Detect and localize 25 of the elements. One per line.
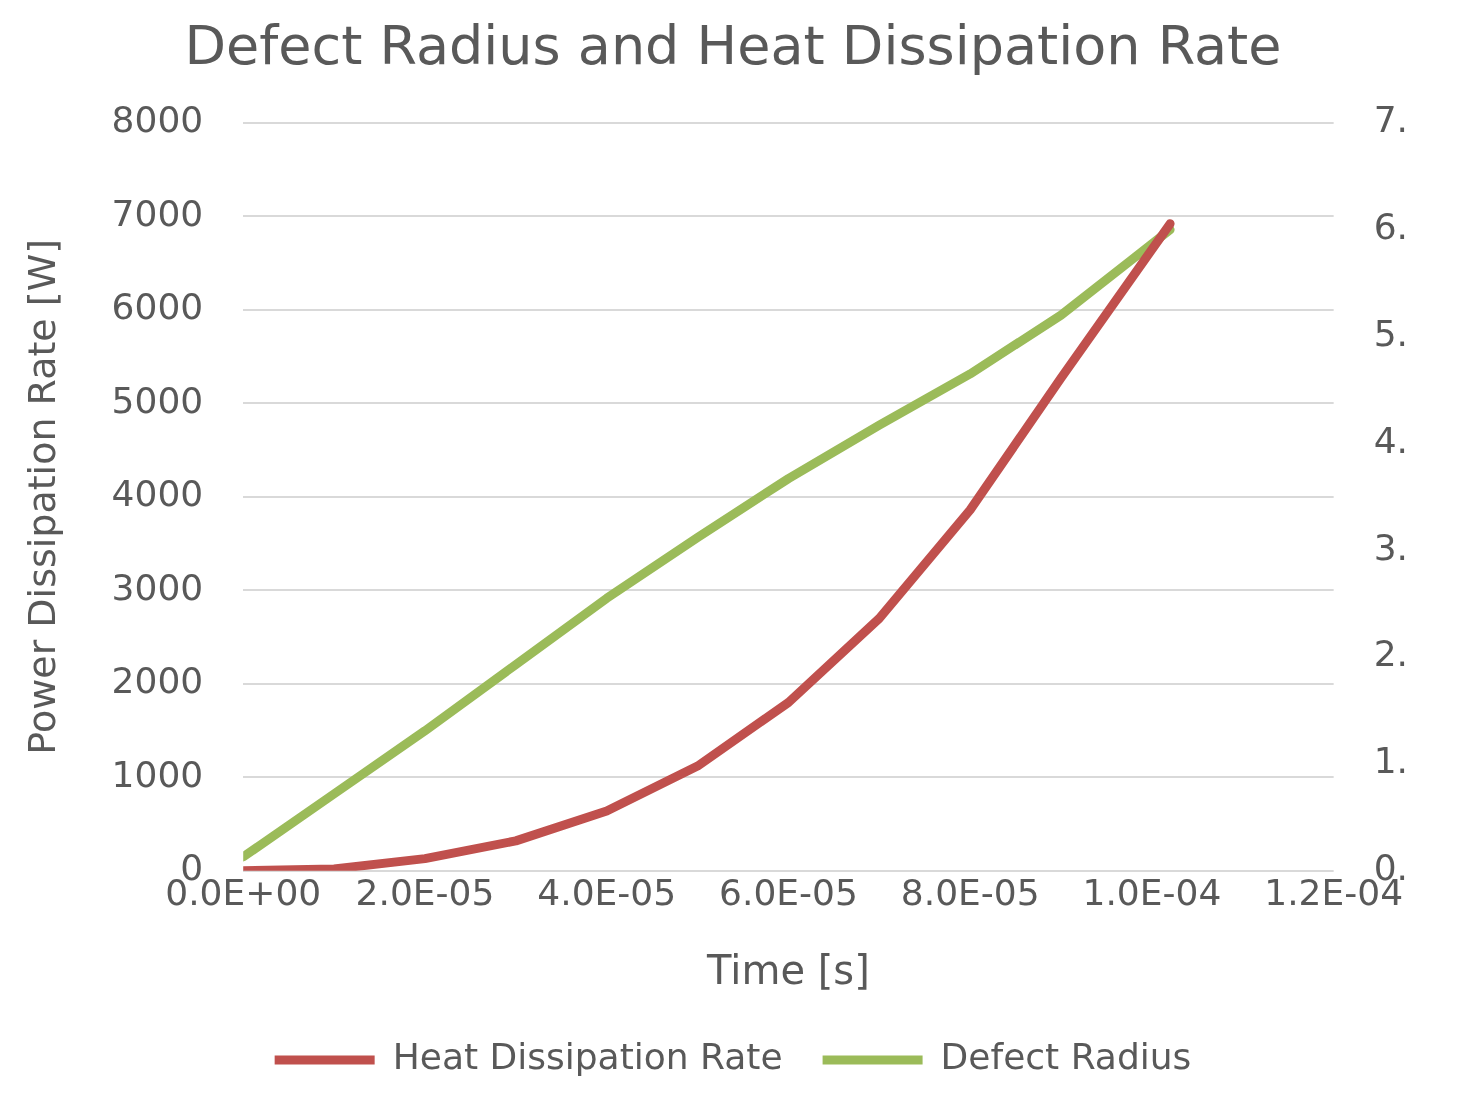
x-tick-label: 8.0E-05 (900, 871, 1040, 913)
x-tick-label: 2.0E-05 (355, 871, 495, 913)
x-tick-label: 4.0E-05 (537, 871, 677, 913)
y2-tick-label: 4. (1373, 419, 1409, 461)
chart-title: Defect Radius and Heat Dissipation Rate (184, 14, 1282, 78)
y-tick-label: 7000 (111, 192, 204, 234)
y-tick-label: 4000 (111, 473, 204, 515)
legend-label: Heat Dissipation Rate (392, 1036, 783, 1078)
legend-label: Defect Radius (940, 1036, 1192, 1078)
y-axis-title: Power Dissipation Rate [W] (19, 238, 64, 755)
y-tick-label: 5000 (111, 379, 204, 421)
y-tick-label: 6000 (111, 286, 204, 328)
y-tick-label: 8000 (111, 99, 204, 141)
y2-tick-label: 3. (1373, 526, 1409, 568)
x-tick-label: 1.0E-04 (1082, 871, 1222, 913)
y-tick-label: 1000 (111, 753, 204, 795)
y2-tick-label: 7. (1373, 99, 1409, 141)
x-tick-label: 6.0E-05 (719, 871, 858, 913)
y2-tick-label: 6. (1373, 206, 1409, 248)
x-axis-title: Time [s] (706, 947, 870, 994)
y2-tick-label: 5. (1373, 312, 1409, 354)
y2-tick-label: 2. (1373, 633, 1409, 675)
y-tick-label: 3000 (111, 566, 204, 608)
y-tick-label: 2000 (111, 660, 204, 702)
y2-tick-label: 1. (1373, 740, 1409, 782)
